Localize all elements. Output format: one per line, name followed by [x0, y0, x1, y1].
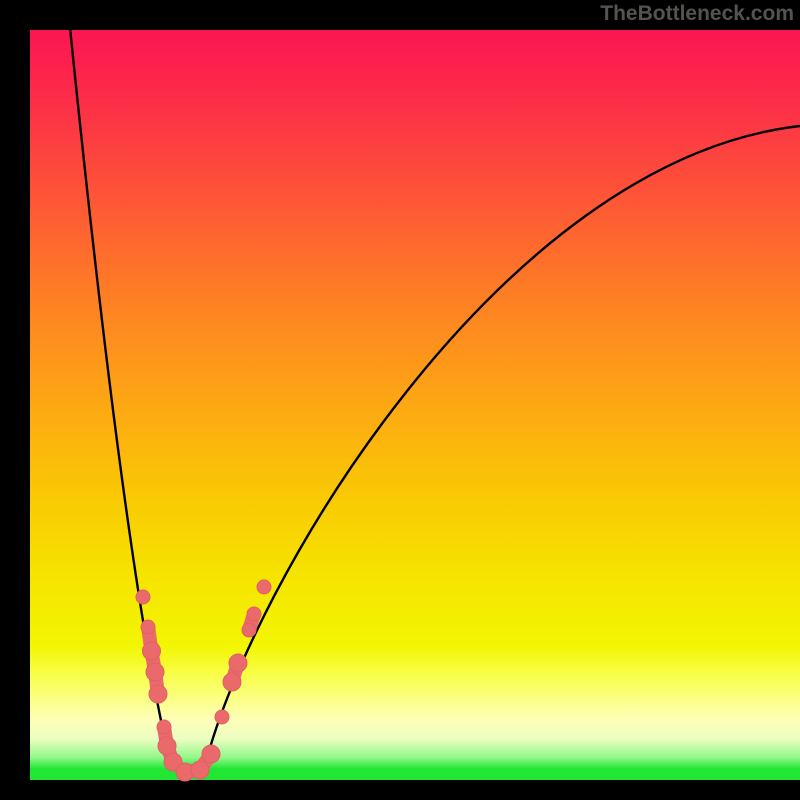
watermark-text: TheBottleneck.com [600, 2, 794, 26]
data-marker [146, 663, 164, 681]
chart-container: TheBottleneck.com [0, 0, 800, 800]
data-marker [202, 745, 220, 763]
curve-layer [0, 0, 800, 800]
data-marker [223, 673, 241, 691]
data-marker [141, 620, 155, 634]
data-marker [247, 607, 261, 621]
data-marker [157, 720, 171, 734]
marker-group [215, 580, 271, 724]
data-marker [149, 685, 167, 703]
data-marker [242, 623, 256, 637]
marker-group [176, 745, 220, 781]
data-marker [229, 654, 247, 672]
data-marker [136, 590, 150, 604]
data-marker [257, 580, 271, 594]
data-marker [191, 761, 209, 779]
data-marker [158, 737, 176, 755]
data-marker [215, 710, 229, 724]
data-marker [143, 642, 161, 660]
bottleneck-curve [67, 0, 800, 771]
